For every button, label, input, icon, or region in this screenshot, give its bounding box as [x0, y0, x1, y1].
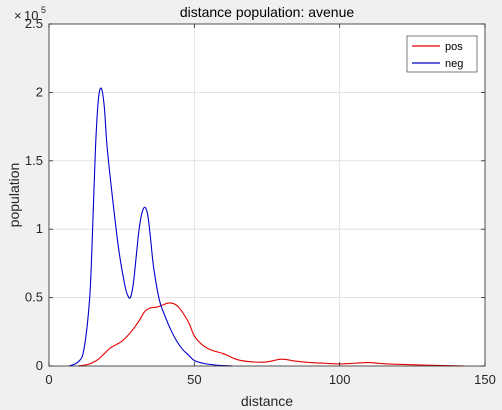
y-exponent-power: 5	[41, 5, 46, 15]
series-line-neg	[69, 87, 233, 367]
y-exponent-times: ×	[14, 8, 22, 23]
legend-label-pos: pos	[445, 41, 463, 53]
x-tick-label: 0	[45, 372, 52, 387]
y-tick-label: 2	[36, 84, 43, 99]
y-exponent-base: 10	[24, 8, 38, 23]
chart-title: distance population: avenue	[180, 4, 355, 20]
legend: pos neg	[406, 35, 478, 73]
tick-labels: 0 50 100 150 0 0.5 1 1.5 2 2.5	[25, 16, 496, 387]
x-axis-label: distance	[241, 393, 293, 409]
x-tick-label: 100	[329, 372, 351, 387]
x-tick-label: 150	[474, 372, 496, 387]
axes-box	[48, 23, 486, 367]
grid	[49, 24, 485, 366]
legend-box	[406, 35, 478, 73]
x-tick-label: 50	[187, 372, 201, 387]
axes-background	[49, 24, 485, 366]
y-tick-label: 1.5	[25, 153, 43, 168]
y-axis-label: population	[6, 163, 22, 228]
ticks	[48, 23, 486, 367]
y-tick-label: 1	[36, 221, 43, 236]
legend-label-neg: neg	[445, 58, 463, 70]
y-tick-label: 0	[36, 358, 43, 373]
y-tick-label: 0.5	[25, 290, 43, 305]
y-tick-label: 2.5	[25, 16, 43, 31]
